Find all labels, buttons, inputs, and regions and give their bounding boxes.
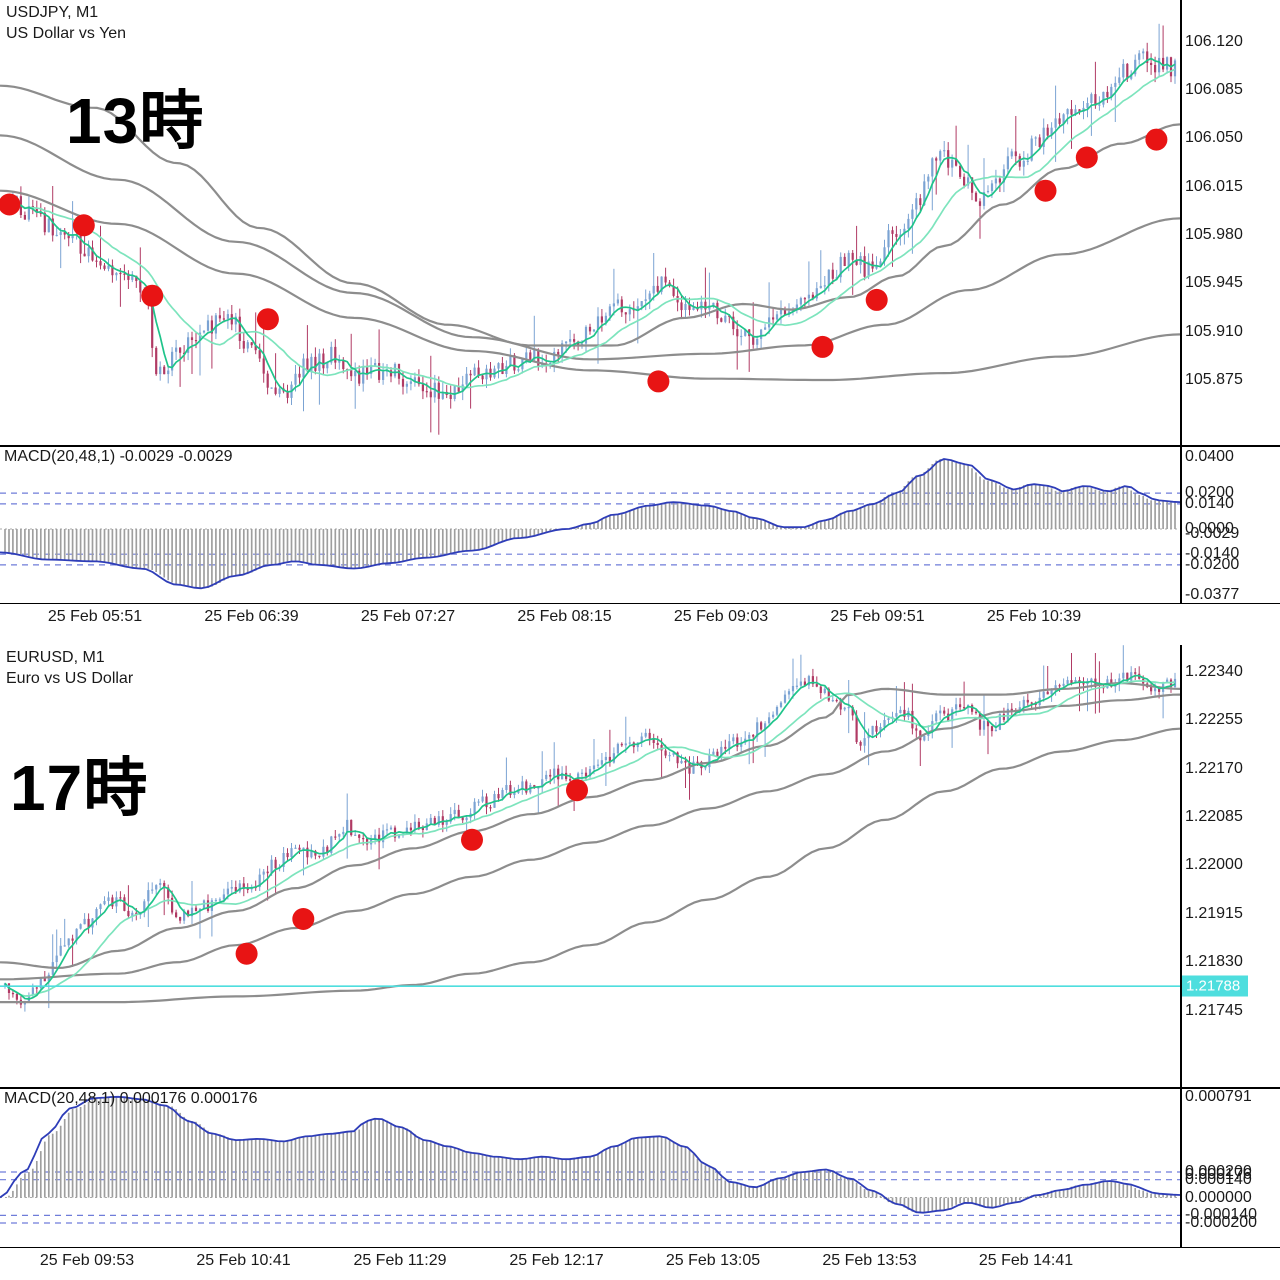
macd-axis-label: 0.0400 [1185, 448, 1234, 466]
price-axis-label: 105.945 [1185, 274, 1243, 292]
price-axis-label: 105.875 [1185, 371, 1243, 388]
price-axis-label: 105.910 [1185, 322, 1243, 340]
macd-axis-label: 0.0200 [1185, 484, 1234, 502]
macd-axis-label: 0.000176 [1185, 1166, 1252, 1184]
time-axis-label: 25 Feb 13:05 [665, 1252, 761, 1269]
chart-panel-eurusd: EURUSD, M1 Euro vs US Dollar 17時 1.22340… [0, 645, 1280, 1274]
time-axis-label: 25 Feb 10:39 [986, 608, 1082, 625]
usdjpy-macd-panel[interactable]: MACD(20,48,1) -0.0029 -0.0029 0.0400 0.02… [0, 445, 1280, 603]
time-axis-label: 25 Feb 09:03 [673, 608, 769, 625]
time-axis-label: 25 Feb 14:41 [978, 1252, 1074, 1269]
time-axis: 25 Feb 09:53 25 Feb 10:41 25 Feb 11:29 25 F… [0, 1247, 1280, 1274]
time-axis-label: 25 Feb 10:41 [196, 1252, 291, 1269]
price-axis-label: 106.015 [1185, 177, 1243, 195]
macd-axis-label: 0.0000 [1185, 520, 1234, 537]
symbol-label: EURUSD, M1 [6, 649, 105, 666]
time-annotation: 17時 [10, 752, 149, 824]
price-axis-label: 106.050 [1185, 129, 1243, 147]
price-axis-label: 1.21915 [1185, 904, 1243, 922]
candlestick-chart-svg [0, 645, 1180, 1012]
price-axis-label: 106.120 [1185, 32, 1243, 50]
chart-header: EURUSD, M1 Euro vs US Dollar [6, 648, 133, 690]
macd-axis-label: -0.0200 [1185, 555, 1240, 573]
price-axis: 106.120 106.085 106.050 106.015 105.980 105.9… [1180, 0, 1280, 445]
price-axis-label: 1.22000 [1185, 856, 1243, 874]
macd-axis-label: -0.0029 [1185, 525, 1240, 543]
macd-axis-label: 0.000200 [1185, 1163, 1252, 1180]
time-axis: 25 Feb 05:51 25 Feb 06:39 25 Feb 07:27 25 F… [0, 603, 1280, 631]
macd-indicator-label: MACD(20,48,1) 0.000176 0.000176 [4, 1090, 258, 1107]
price-axis-label: 1.22340 [1185, 662, 1243, 680]
macd-axis-label: 0.000791 [1185, 1088, 1252, 1105]
macd-axis-label: -0.0377 [1185, 586, 1240, 603]
chart-panel-usdjpy: USDJPY, M1 US Dollar vs Yen 13時 106.120 1… [0, 0, 1280, 631]
time-axis-label: 25 Feb 12:17 [509, 1252, 604, 1269]
price-axis-label: 1.22255 [1185, 711, 1243, 729]
chart-header: USDJPY, M1 US Dollar vs Yen [6, 3, 126, 45]
time-axis-label: 25 Feb 11:29 [353, 1252, 447, 1269]
eurusd-macd-panel[interactable]: MACD(20,48,1) 0.000176 0.000176 0.000791… [0, 1087, 1280, 1247]
time-axis-label: 25 Feb 09:53 [39, 1252, 135, 1269]
symbol-description: US Dollar vs Yen [6, 24, 127, 42]
symbol-label: USDJPY, M1 [6, 4, 99, 21]
price-axis-label: 1.21830 [1185, 953, 1243, 971]
macd-axis-label: 0.000140 [1185, 1170, 1252, 1188]
macd-axis-label: 0.0140 [1185, 494, 1234, 512]
macd-chart-svg [0, 1095, 1180, 1224]
candlestick-chart-svg [0, 23, 1180, 435]
price-axis-label: 1.22085 [1185, 808, 1243, 825]
time-axis-label: 25 Feb 08:15 [517, 608, 612, 625]
macd-chart-svg [0, 458, 1180, 590]
usdjpy-price-chart[interactable]: USDJPY, M1 US Dollar vs Yen 13時 106.120 1… [0, 0, 1280, 445]
time-axis-label: 25 Feb 05:51 [47, 608, 143, 625]
macd-axis-label: 0.000000 [1185, 1188, 1252, 1206]
current-price-tag: 1.21788 [1182, 975, 1249, 997]
macd-axis-label: -0.000200 [1185, 1214, 1258, 1231]
price-axis-label: 105.980 [1185, 225, 1243, 243]
time-axis-label: 25 Feb 07:27 [360, 608, 456, 625]
macd-indicator-label: MACD(20,48,1) -0.0029 -0.0029 [4, 448, 233, 465]
price-axis: 1.22340 1.22255 1.22170 1.22085 1.22000 1.219… [1180, 645, 1280, 1087]
time-axis-label: 25 Feb 06:39 [204, 608, 299, 625]
symbol-description: Euro vs US Dollar [6, 669, 134, 687]
macd-axis: 0.000791 0.000200 0.000176 0.000140 0.000000… [1180, 1089, 1280, 1247]
macd-axis: 0.0400 0.0200 0.0140 0.0000 -0.0029 -0.0140 -0… [1180, 447, 1280, 603]
price-axis-label: 1.21745 [1185, 1001, 1243, 1019]
macd-axis-label: -0.000140 [1185, 1206, 1258, 1224]
time-axis-label: 25 Feb 09:51 [830, 608, 925, 625]
price-axis-label: 106.085 [1185, 80, 1243, 98]
time-axis-label: 25 Feb 13:53 [822, 1252, 917, 1269]
macd-axis-label: -0.0140 [1185, 545, 1240, 563]
eurusd-price-chart[interactable]: EURUSD, M1 Euro vs US Dollar 17時 1.22340… [0, 645, 1280, 1087]
time-annotation: 13時 [66, 85, 205, 157]
price-axis-label: 1.22170 [1185, 759, 1243, 777]
